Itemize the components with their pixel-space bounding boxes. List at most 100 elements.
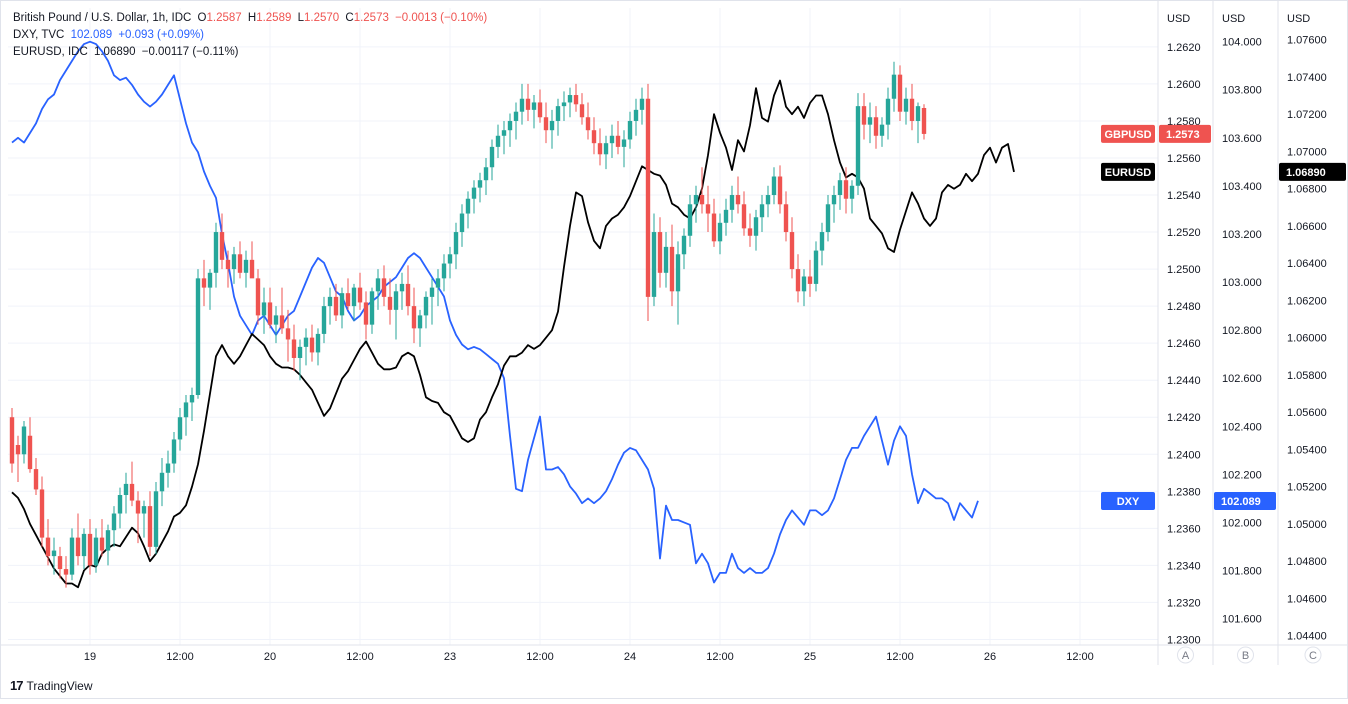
candle-body: [273, 315, 279, 325]
price-tick-label: 1.2460: [1167, 338, 1201, 350]
candle-body: [777, 176, 783, 205]
gbpusd-candle: [63, 556, 69, 588]
price-tick-label: 1.2440: [1167, 375, 1201, 387]
candle-body: [45, 537, 51, 557]
candle-body: [261, 302, 267, 316]
price-tick-label: 101.800: [1222, 565, 1262, 577]
gbpusd-candle: [537, 89, 543, 123]
candle-body: [801, 276, 807, 292]
last-value-label: 102.089: [1221, 496, 1261, 508]
candle-body: [813, 250, 819, 284]
gbpusd-candle: [795, 254, 801, 303]
candle-body: [645, 98, 651, 297]
price-tick-label: 1.07400: [1287, 72, 1327, 84]
gbpusd-candle: [495, 124, 501, 158]
candle-body: [219, 232, 225, 260]
gbpusd-candle: [627, 111, 633, 149]
candle-body: [453, 232, 459, 255]
time-tick-label: 23: [444, 651, 456, 663]
gbpusd-candle: [69, 528, 75, 581]
gbpusd-candle: [765, 185, 771, 218]
candle-body: [597, 143, 603, 155]
gbpusd-candle: [531, 95, 537, 129]
candle-body: [465, 198, 471, 214]
gbpusd-candle: [645, 83, 651, 321]
gbpusd-candle: [543, 102, 549, 144]
candle-body: [591, 130, 597, 144]
time-tick-label: 25: [804, 651, 816, 663]
candle-body: [249, 259, 255, 279]
price-tick-label: 1.05200: [1287, 482, 1327, 494]
candle-body: [369, 291, 375, 325]
price-tick-label: 1.07600: [1287, 35, 1327, 47]
price-tick-label: 1.05400: [1287, 444, 1327, 456]
candle-body: [789, 232, 795, 270]
candle-body: [897, 74, 903, 112]
gbpusd-candle: [873, 106, 879, 149]
price-tick-label: 102.600: [1222, 373, 1262, 385]
candle-body: [915, 106, 921, 121]
gbpusd-candle: [555, 98, 561, 136]
gbpusd-candle: [99, 519, 105, 557]
candle-body: [543, 117, 549, 131]
candle-body: [459, 213, 465, 233]
gbpusd-candle: [705, 185, 711, 233]
candle-body: [891, 74, 897, 99]
gbpusd-candle: [597, 128, 603, 166]
candle-body: [183, 402, 189, 418]
gbpusd-candle: [15, 435, 21, 483]
candle-body: [33, 469, 39, 490]
legend-gbpusd-change: −0.0013 (−0.10%): [395, 12, 488, 24]
candle-body: [147, 506, 153, 547]
candle-body: [363, 302, 369, 325]
legend-low-label: L: [297, 12, 304, 24]
candle-body: [699, 195, 705, 205]
candle-body: [315, 333, 321, 353]
gbpusd-candle: [333, 283, 339, 321]
eurusd-line: [11, 79, 1015, 589]
candle-body: [837, 180, 843, 196]
gbpusd-candle: [237, 241, 243, 279]
candle-body: [279, 315, 285, 329]
legend-close-label: C: [345, 12, 354, 24]
gbpusd-candle: [849, 180, 855, 214]
candle-body: [555, 106, 561, 121]
candle-body: [549, 120, 555, 131]
legend-gbpusd: British Pound / U.S. Dollar, 1h, IDC O1.…: [13, 12, 490, 24]
candle-body: [471, 187, 477, 199]
gbpusd-candle: [867, 102, 873, 144]
gbpusd-candle: [909, 83, 915, 131]
candle-body: [657, 232, 663, 273]
gbpusd-candle: [117, 487, 123, 529]
gbpusd-candle: [513, 102, 519, 140]
candle-body: [213, 232, 219, 273]
candle-body: [339, 293, 345, 316]
last-value-tag: [1159, 124, 1211, 143]
candle-body: [291, 339, 297, 358]
gbpusd-candle: [903, 87, 909, 125]
candle-body: [651, 232, 657, 297]
candle-body: [705, 204, 711, 214]
gbpusd-candle: [885, 87, 891, 140]
candle-body: [867, 117, 873, 125]
gbpusd-candle: [27, 417, 33, 473]
candle-body: [873, 117, 879, 136]
time-tick-label: 12:00: [346, 651, 374, 663]
gbpusd-candle: [135, 491, 141, 544]
price-tick-label: 1.2420: [1167, 412, 1201, 424]
gbpusd-candle: [741, 191, 747, 236]
tradingview-footer[interactable]: 17 TradingView: [10, 678, 93, 693]
axis-unit-label: USD: [1287, 13, 1310, 25]
gbpusd-candle: [567, 87, 573, 118]
series-name-tag: [1101, 124, 1155, 143]
candle-body: [663, 246, 669, 273]
time-tick-label: 12:00: [1066, 651, 1094, 663]
time-tick-label: 12:00: [526, 651, 554, 663]
gbpusd-candle: [417, 309, 423, 347]
gbpusd-candle: [51, 537, 57, 575]
candle-body: [435, 278, 441, 288]
gbpusd-candle: [855, 93, 861, 196]
candle-body: [483, 167, 489, 181]
candle-body: [879, 124, 885, 136]
